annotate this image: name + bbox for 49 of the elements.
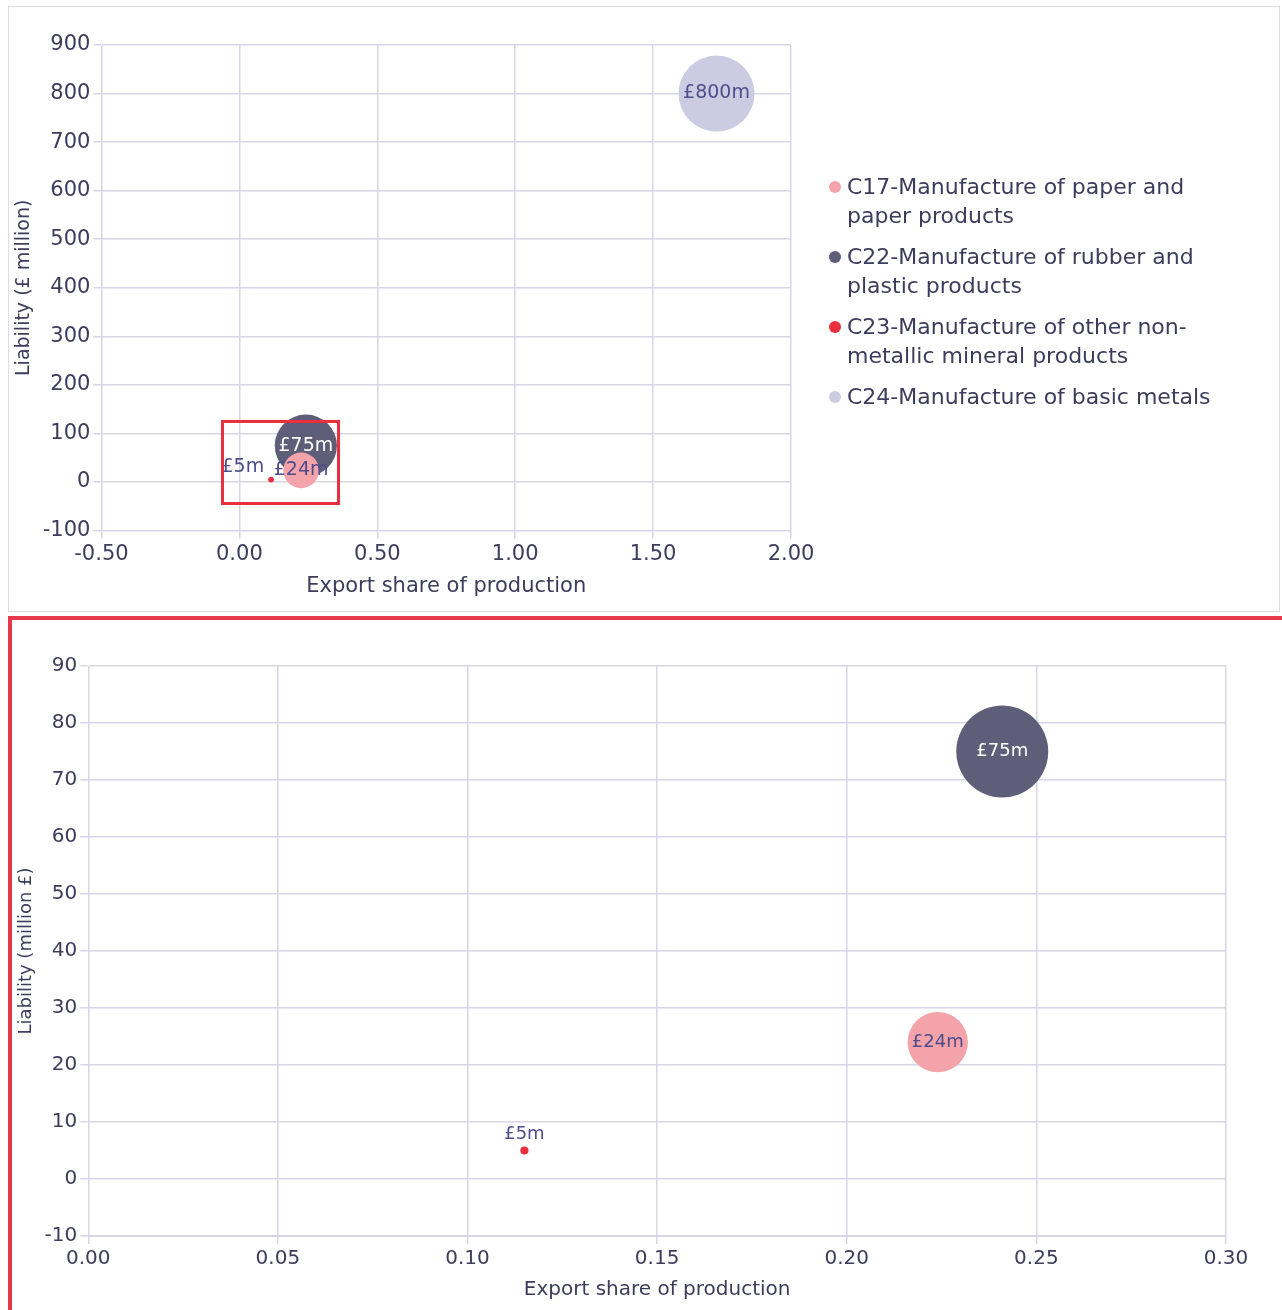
x-tick-label: -0.50	[74, 540, 129, 565]
y-tick-label: 80	[51, 709, 78, 734]
y-tick-label: -100	[42, 517, 91, 542]
x-tick-label: 0.25	[1014, 1245, 1059, 1270]
x-tick-label: 1.50	[629, 540, 677, 565]
y-tick-label: 500	[50, 225, 91, 250]
y-tick-label: -10	[44, 1222, 78, 1247]
x-tick-label: 0.15	[634, 1245, 680, 1270]
y-tick-label: 300	[50, 322, 91, 347]
y-tick-label: 0	[77, 468, 91, 493]
x-tick-label: 0.00	[215, 540, 263, 565]
y-tick-label: 200	[50, 371, 91, 396]
y-tick-label: 20	[51, 1051, 78, 1076]
legend-label: C17-Manufacture of paper and paper products	[847, 173, 1186, 230]
y-tick-label: 40	[51, 937, 78, 962]
data-label: £5m	[221, 453, 265, 476]
x-tick-label: 0.50	[353, 540, 401, 565]
y-tick-label: 90	[51, 652, 78, 677]
data-label: £800m	[683, 80, 750, 103]
x-tick-label: 1.00	[491, 540, 539, 565]
y-tick-label: 50	[51, 880, 78, 905]
y-tick-label: 70	[51, 766, 78, 791]
data-label: £24m	[911, 1029, 964, 1051]
y-tick-label: 400	[50, 274, 91, 299]
data-label: £75m	[976, 739, 1029, 761]
y-tick-label: 800	[50, 80, 91, 105]
y-tick-label: 60	[51, 823, 78, 848]
x-tick-label: 0.05	[255, 1245, 301, 1270]
x-tick-label: 0.10	[445, 1245, 490, 1270]
y-tick-label: 900	[50, 31, 91, 56]
data-label: £75m	[278, 432, 334, 455]
legend-label: C22-Manufacture of rubber and plastic products	[847, 243, 1195, 300]
y-tick-label: 600	[50, 177, 91, 202]
legend-label: C23-Manufacture of other non-metallic mineral products	[847, 313, 1188, 370]
x-axis-title: Export share of production	[523, 1276, 791, 1301]
x-tick-label: 0.20	[824, 1245, 870, 1270]
y-tick-label: 30	[51, 994, 78, 1019]
x-tick-label: 2.00	[767, 540, 815, 565]
x-tick-label: 0.00	[66, 1245, 111, 1270]
y-axis-title: Liability (million £)	[14, 867, 36, 1035]
x-axis-title: Export share of production	[306, 572, 587, 597]
data-label: £5m	[504, 1122, 545, 1144]
y-axis-title: Liability (£ million)	[11, 199, 34, 376]
x-tick-label: 0.30	[1203, 1245, 1249, 1270]
y-tick-label: 0	[64, 1165, 78, 1190]
y-tick-label: 10	[51, 1108, 78, 1133]
y-tick-label: 700	[50, 128, 91, 153]
y-tick-label: 100	[50, 419, 91, 444]
legend-label: C24-Manufacture of basic metals	[847, 383, 1211, 411]
